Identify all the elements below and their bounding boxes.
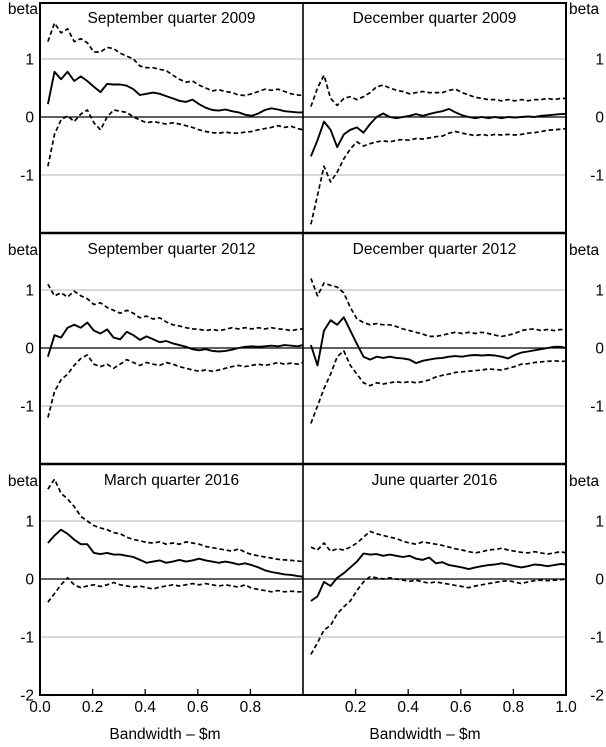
panel-border — [39, 2, 567, 696]
panel-title: September quarter 2012 — [87, 241, 255, 258]
y-tick-label-left: 1 — [25, 52, 34, 69]
y-axis-beta-label-left: beta — [8, 1, 39, 18]
y-tick-label-left: -1 — [20, 168, 34, 185]
x-tick-label: 0.4 — [134, 699, 156, 716]
confidence-band-lower — [47, 354, 304, 418]
y-tick-label-right: 1 — [595, 283, 604, 300]
y-tick-label-right: 0 — [595, 572, 604, 589]
x-tick-label: 0.8 — [240, 699, 262, 716]
estimate-line — [46, 70, 303, 117]
panel-title: March quarter 2016 — [104, 472, 239, 489]
y-tick-label-left: 0 — [25, 110, 34, 127]
x-tick-label: 1.0 — [555, 699, 577, 716]
estimate-line — [46, 321, 304, 357]
y-tick-label-left: -1 — [20, 399, 34, 416]
confidence-band-upper — [47, 478, 304, 563]
confidence-band-lower — [310, 575, 567, 655]
estimate-line — [309, 316, 567, 367]
y-tick-label-left: 0 — [25, 341, 34, 358]
x-tick-label: 0.2 — [82, 699, 104, 716]
y-tick-label-right: -2 — [590, 688, 604, 705]
x-tick-label: 0.2 — [345, 699, 367, 716]
y-axis-beta-label-right: beta — [569, 242, 600, 259]
x-tick-label: 0.6 — [450, 699, 472, 716]
y-tick-label-left: 0 — [25, 572, 34, 589]
y-axis-beta-label-right: beta — [569, 473, 600, 490]
y-tick-label-right: 0 — [595, 110, 604, 127]
x-axis-title-left: Bandwidth – $m — [109, 726, 220, 743]
y-axis-beta-label-right: beta — [569, 1, 600, 18]
y-tick-label-right: -1 — [590, 168, 604, 185]
y-tick-label-left: -1 — [20, 630, 34, 647]
confidence-band-upper — [47, 22, 304, 97]
y-tick-label-right: 0 — [595, 341, 604, 358]
confidence-band-upper — [310, 278, 567, 338]
y-tick-label-left: 1 — [25, 283, 34, 300]
y-axis-beta-label-left: beta — [8, 473, 39, 490]
x-tick-label: 0.6 — [187, 699, 209, 716]
panel-title: December quarter 2009 — [353, 10, 517, 27]
x-axis-title-right: Bandwidth – $m — [369, 726, 480, 743]
y-tick-label-right: 1 — [595, 52, 604, 69]
y-tick-label-left: 1 — [25, 514, 34, 531]
y-tick-label-left: -2 — [20, 688, 34, 705]
estimate-line — [47, 528, 304, 578]
x-tick-label: 0.4 — [397, 699, 419, 716]
confidence-band-lower — [47, 109, 304, 167]
confidence-band-lower — [310, 127, 567, 225]
y-tick-label-right: 1 — [595, 514, 604, 531]
estimate-line — [310, 552, 567, 602]
y-tick-label-right: -1 — [590, 630, 604, 647]
panel-title: September quarter 2009 — [87, 10, 255, 27]
confidence-band-upper — [310, 530, 567, 555]
x-tick-label: 0.0 — [29, 699, 51, 716]
panel-title: December quarter 2012 — [353, 241, 517, 258]
panel-title: June quarter 2016 — [372, 472, 498, 489]
x-tick-label: 0.8 — [503, 699, 525, 716]
confidence-band-lower — [47, 576, 303, 603]
y-axis-beta-label-left: beta — [8, 242, 39, 259]
confidence-band-upper — [310, 74, 566, 107]
y-tick-label-right: -1 — [590, 399, 604, 416]
estimate-line — [310, 107, 566, 157]
